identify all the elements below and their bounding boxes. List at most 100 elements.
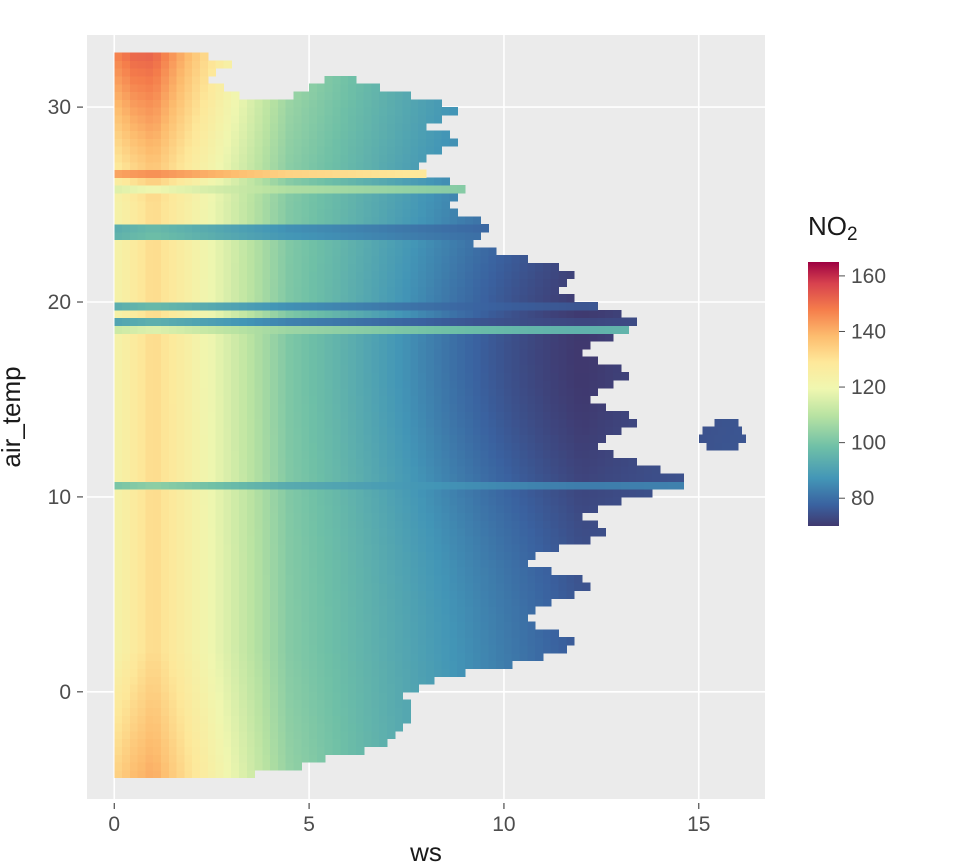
heatmap-cell [364, 661, 372, 669]
heatmap-cell [558, 427, 566, 435]
heatmap-cell [317, 279, 325, 287]
heatmap-cell [527, 606, 535, 614]
heatmap-cell [325, 99, 333, 107]
heatmap-cell [527, 333, 535, 341]
heatmap-cell [481, 551, 489, 559]
heatmap-cell [169, 310, 177, 318]
heatmap-cell [286, 614, 294, 622]
heatmap-cell [481, 333, 489, 341]
heatmap-cell [418, 583, 426, 591]
heatmap-cell [270, 645, 278, 653]
heatmap-cell [652, 481, 660, 489]
heatmap-cell [379, 551, 387, 559]
heatmap-cell [278, 513, 286, 521]
heatmap-cell [434, 544, 442, 552]
heatmap-cell [231, 536, 239, 544]
heatmap-cell [223, 458, 231, 466]
heatmap-cell [325, 520, 333, 528]
heatmap-cell [145, 364, 153, 372]
heatmap-cell [504, 302, 512, 310]
heatmap-cell [403, 255, 411, 263]
heatmap-cell [262, 715, 270, 723]
heatmap-cell [122, 53, 130, 61]
heatmap-cell [535, 645, 543, 653]
heatmap-cell [278, 520, 286, 528]
heatmap-cell [465, 442, 473, 450]
heatmap-cell [566, 528, 574, 536]
heatmap-cell [247, 466, 255, 474]
heatmap-cell [294, 583, 302, 591]
heatmap-cell [247, 668, 255, 676]
heatmap-cell [332, 598, 340, 606]
heatmap-cell [332, 481, 340, 489]
heatmap-cell [379, 92, 387, 100]
heatmap-cell [395, 247, 403, 255]
heatmap-cell [192, 700, 200, 708]
heatmap-cell [184, 661, 192, 669]
heatmap-cell [262, 216, 270, 224]
heatmap-cell [270, 637, 278, 645]
heatmap-cell [387, 154, 395, 162]
heatmap-cell [278, 700, 286, 708]
heatmap-cell [247, 528, 255, 536]
heatmap-cell [161, 715, 169, 723]
heatmap-cell [270, 559, 278, 567]
heatmap-cell [551, 435, 559, 443]
heatmap-cell [216, 177, 224, 185]
heatmap-cell [114, 333, 122, 341]
heatmap-cell [145, 466, 153, 474]
heatmap-cell [317, 263, 325, 271]
heatmap-cell [200, 208, 208, 216]
heatmap-cell [512, 567, 520, 575]
heatmap-cell [294, 684, 302, 692]
heatmap-cell [301, 216, 309, 224]
heatmap-cell [566, 411, 574, 419]
heatmap-cell [223, 544, 231, 552]
heatmap-cell [473, 481, 481, 489]
heatmap-cell [403, 208, 411, 216]
heatmap-cell [216, 551, 224, 559]
heatmap-cell [597, 474, 605, 482]
heatmap-cell [387, 396, 395, 404]
heatmap-cell [520, 286, 528, 294]
heatmap-cell [247, 341, 255, 349]
heatmap-cell [247, 427, 255, 435]
heatmap-cell [590, 325, 598, 333]
heatmap-cell [566, 513, 574, 521]
heatmap-cell [161, 403, 169, 411]
heatmap-cell [558, 645, 566, 653]
heatmap-cell [130, 637, 138, 645]
heatmap-cell [294, 551, 302, 559]
heatmap-cell [574, 497, 582, 505]
heatmap-cell [457, 489, 465, 497]
heatmap-cell [122, 92, 130, 100]
heatmap-cell [223, 661, 231, 669]
heatmap-cell [449, 520, 457, 528]
heatmap-cell [332, 232, 340, 240]
heatmap-cell [184, 583, 192, 591]
heatmap-cell [481, 302, 489, 310]
heatmap-cell [122, 536, 130, 544]
heatmap-cell [473, 520, 481, 528]
heatmap-cell [169, 770, 177, 778]
heatmap-cell [520, 575, 528, 583]
heatmap-cell [520, 279, 528, 287]
heatmap-cell [574, 349, 582, 357]
heatmap-cell [122, 364, 130, 372]
heatmap-cell [356, 240, 364, 248]
heatmap-cell [184, 419, 192, 427]
heatmap-cell [442, 208, 450, 216]
heatmap-cell [535, 403, 543, 411]
heatmap-cell [286, 645, 294, 653]
heatmap-cell [192, 372, 200, 380]
heatmap-cell [138, 240, 146, 248]
heatmap-cell [387, 528, 395, 536]
heatmap-cell [255, 466, 263, 474]
heatmap-cell [317, 450, 325, 458]
heatmap-cell [169, 442, 177, 450]
heatmap-cell [153, 380, 161, 388]
heatmap-cell [114, 637, 122, 645]
heatmap-cell [325, 341, 333, 349]
heatmap-cell [332, 458, 340, 466]
heatmap-cell [481, 403, 489, 411]
